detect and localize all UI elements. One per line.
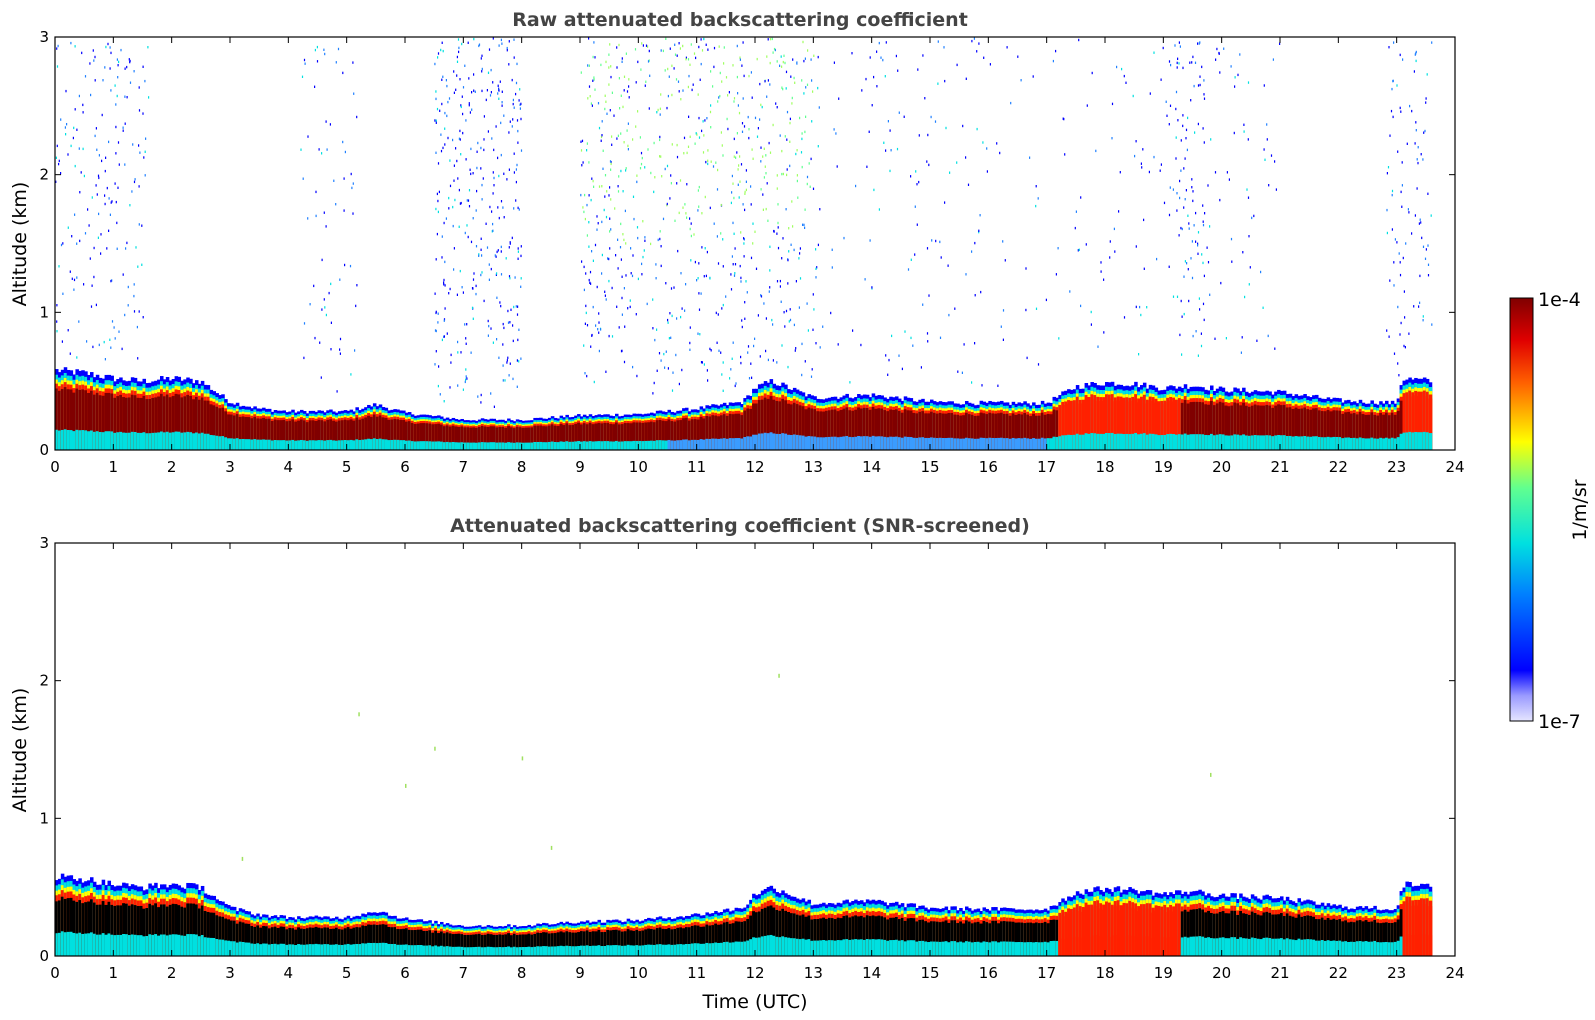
x-tick-label: 6: [400, 458, 410, 476]
x-tick-label: 8: [517, 458, 527, 476]
screened-axis-ticks: 0 1 2 3 4 5 6 7 8 9 10 11 12 13 14 15 16 17 18 19 20 21 22 23 24…: [39, 534, 1464, 982]
x-tick-label: 14: [862, 458, 881, 476]
screened-panel-title: Attenuated backscattering coefficient (S…: [450, 515, 1030, 537]
x-tick-label: 0: [50, 458, 60, 476]
x-tick-label: 9: [575, 458, 585, 476]
x-tick-label: 18: [1095, 458, 1114, 476]
colorbar-max-label: 1e-4: [1538, 289, 1581, 311]
x-tick-label: 23: [1387, 458, 1406, 476]
x-tick-label: 8: [517, 964, 527, 982]
x-tick-label: 3: [225, 964, 235, 982]
screened-heatmap-layer: [55, 673, 1433, 956]
x-tick-label: 23: [1387, 964, 1406, 982]
y-tick-label: 2: [39, 672, 49, 690]
x-tick-label: 7: [459, 458, 469, 476]
screened-backscatter-panel: Attenuated backscattering coefficient (S…: [9, 515, 1465, 1013]
x-tick-label: 21: [1270, 458, 1289, 476]
x-tick-label: 5: [342, 458, 352, 476]
x-tick-label: 24: [1445, 964, 1464, 982]
x-tick-label: 1: [109, 964, 119, 982]
x-tick-label: 17: [1037, 964, 1056, 982]
x-tick-label: 15: [920, 964, 939, 982]
raw-panel-title: Raw attenuated backscattering coefficien…: [512, 9, 968, 31]
screened-y-axis-label: Altitude (km): [9, 688, 31, 813]
x-tick-label: 10: [629, 964, 648, 982]
colorbar: 1e-4 1e-7 1/m/sr: [1509, 289, 1591, 733]
x-tick-label: 11: [687, 458, 706, 476]
x-tick-label: 6: [400, 964, 410, 982]
x-tick-label: 15: [920, 458, 939, 476]
x-tick-label: 7: [459, 964, 469, 982]
raw-axis-ticks: 0 1 2 3 4 5 6 7 8 9 10 11 12 13 14 15 16 17 18 19 20 21 22 23 24…: [39, 28, 1464, 476]
x-tick-label: 13: [804, 458, 823, 476]
x-tick-label: 10: [629, 458, 648, 476]
y-tick-label: 1: [39, 303, 49, 321]
x-tick-label: 24: [1445, 458, 1464, 476]
x-tick-label: 13: [804, 964, 823, 982]
x-tick-label: 16: [979, 964, 998, 982]
x-tick-label: 2: [167, 458, 177, 476]
x-tick-label: 20: [1212, 964, 1231, 982]
raw-y-axis-label: Altitude (km): [9, 182, 31, 307]
x-tick-label: 19: [1154, 458, 1173, 476]
y-tick-label: 3: [39, 28, 49, 46]
x-tick-label: 4: [284, 458, 294, 476]
x-tick-label: 11: [687, 964, 706, 982]
x-tick-label: 21: [1270, 964, 1289, 982]
x-tick-label: 22: [1329, 964, 1348, 982]
x-tick-label: 14: [862, 964, 881, 982]
colorbar-unit-label: 1/m/sr: [1569, 479, 1591, 540]
x-tick-label: 9: [575, 964, 585, 982]
x-tick-label: 2: [167, 964, 177, 982]
y-tick-label: 3: [39, 534, 49, 552]
x-tick-label: 12: [745, 458, 764, 476]
raw-heatmap-layer: [55, 37, 1433, 450]
x-tick-label: 18: [1095, 964, 1114, 982]
x-tick-label: 19: [1154, 964, 1173, 982]
x-tick-label: 3: [225, 458, 235, 476]
x-axis-label: Time (UTC): [701, 991, 807, 1013]
x-tick-label: 16: [979, 458, 998, 476]
x-tick-label: 4: [284, 964, 294, 982]
colorbar-gradient: [1509, 297, 1534, 722]
x-tick-label: 0: [50, 964, 60, 982]
y-tick-label: 0: [39, 441, 49, 459]
y-tick-label: 2: [39, 166, 49, 184]
y-tick-label: 1: [39, 809, 49, 827]
colorbar-min-label: 1e-7: [1538, 711, 1581, 733]
x-tick-label: 1: [109, 458, 119, 476]
x-tick-label: 17: [1037, 458, 1056, 476]
x-tick-label: 22: [1329, 458, 1348, 476]
y-tick-label: 0: [39, 947, 49, 965]
raw-backscatter-panel: Raw attenuated backscattering coefficien…: [9, 9, 1465, 476]
x-tick-label: 12: [745, 964, 764, 982]
x-tick-label: 5: [342, 964, 352, 982]
x-tick-label: 20: [1212, 458, 1231, 476]
